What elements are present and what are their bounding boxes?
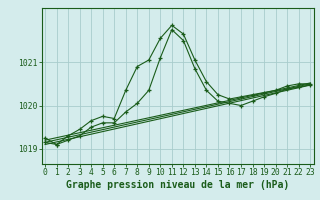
X-axis label: Graphe pression niveau de la mer (hPa): Graphe pression niveau de la mer (hPa): [66, 180, 289, 190]
